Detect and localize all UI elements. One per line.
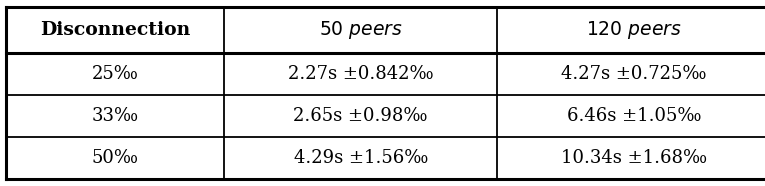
Text: $\mathregular{120}\ \mathit{peers}$: $\mathregular{120}\ \mathit{peers}$ (586, 19, 682, 41)
Text: 10.34s ±1.68‰: 10.34s ±1.68‰ (561, 149, 707, 167)
Text: $\mathregular{50}\ \mathit{peers}$: $\mathregular{50}\ \mathit{peers}$ (319, 19, 402, 41)
Text: 33‰: 33‰ (92, 107, 138, 125)
Text: Disconnection: Disconnection (40, 21, 190, 39)
Text: 4.27s ±0.725‰: 4.27s ±0.725‰ (561, 65, 707, 83)
Text: 25‰: 25‰ (92, 65, 138, 83)
Text: 4.29s ±1.56‰: 4.29s ±1.56‰ (294, 149, 428, 167)
Text: 6.46s ±1.05‰: 6.46s ±1.05‰ (567, 107, 701, 125)
Text: 2.65s ±0.98‰: 2.65s ±0.98‰ (294, 107, 428, 125)
Text: 2.27s ±0.842‰: 2.27s ±0.842‰ (288, 65, 434, 83)
Text: 50‰: 50‰ (92, 149, 138, 167)
